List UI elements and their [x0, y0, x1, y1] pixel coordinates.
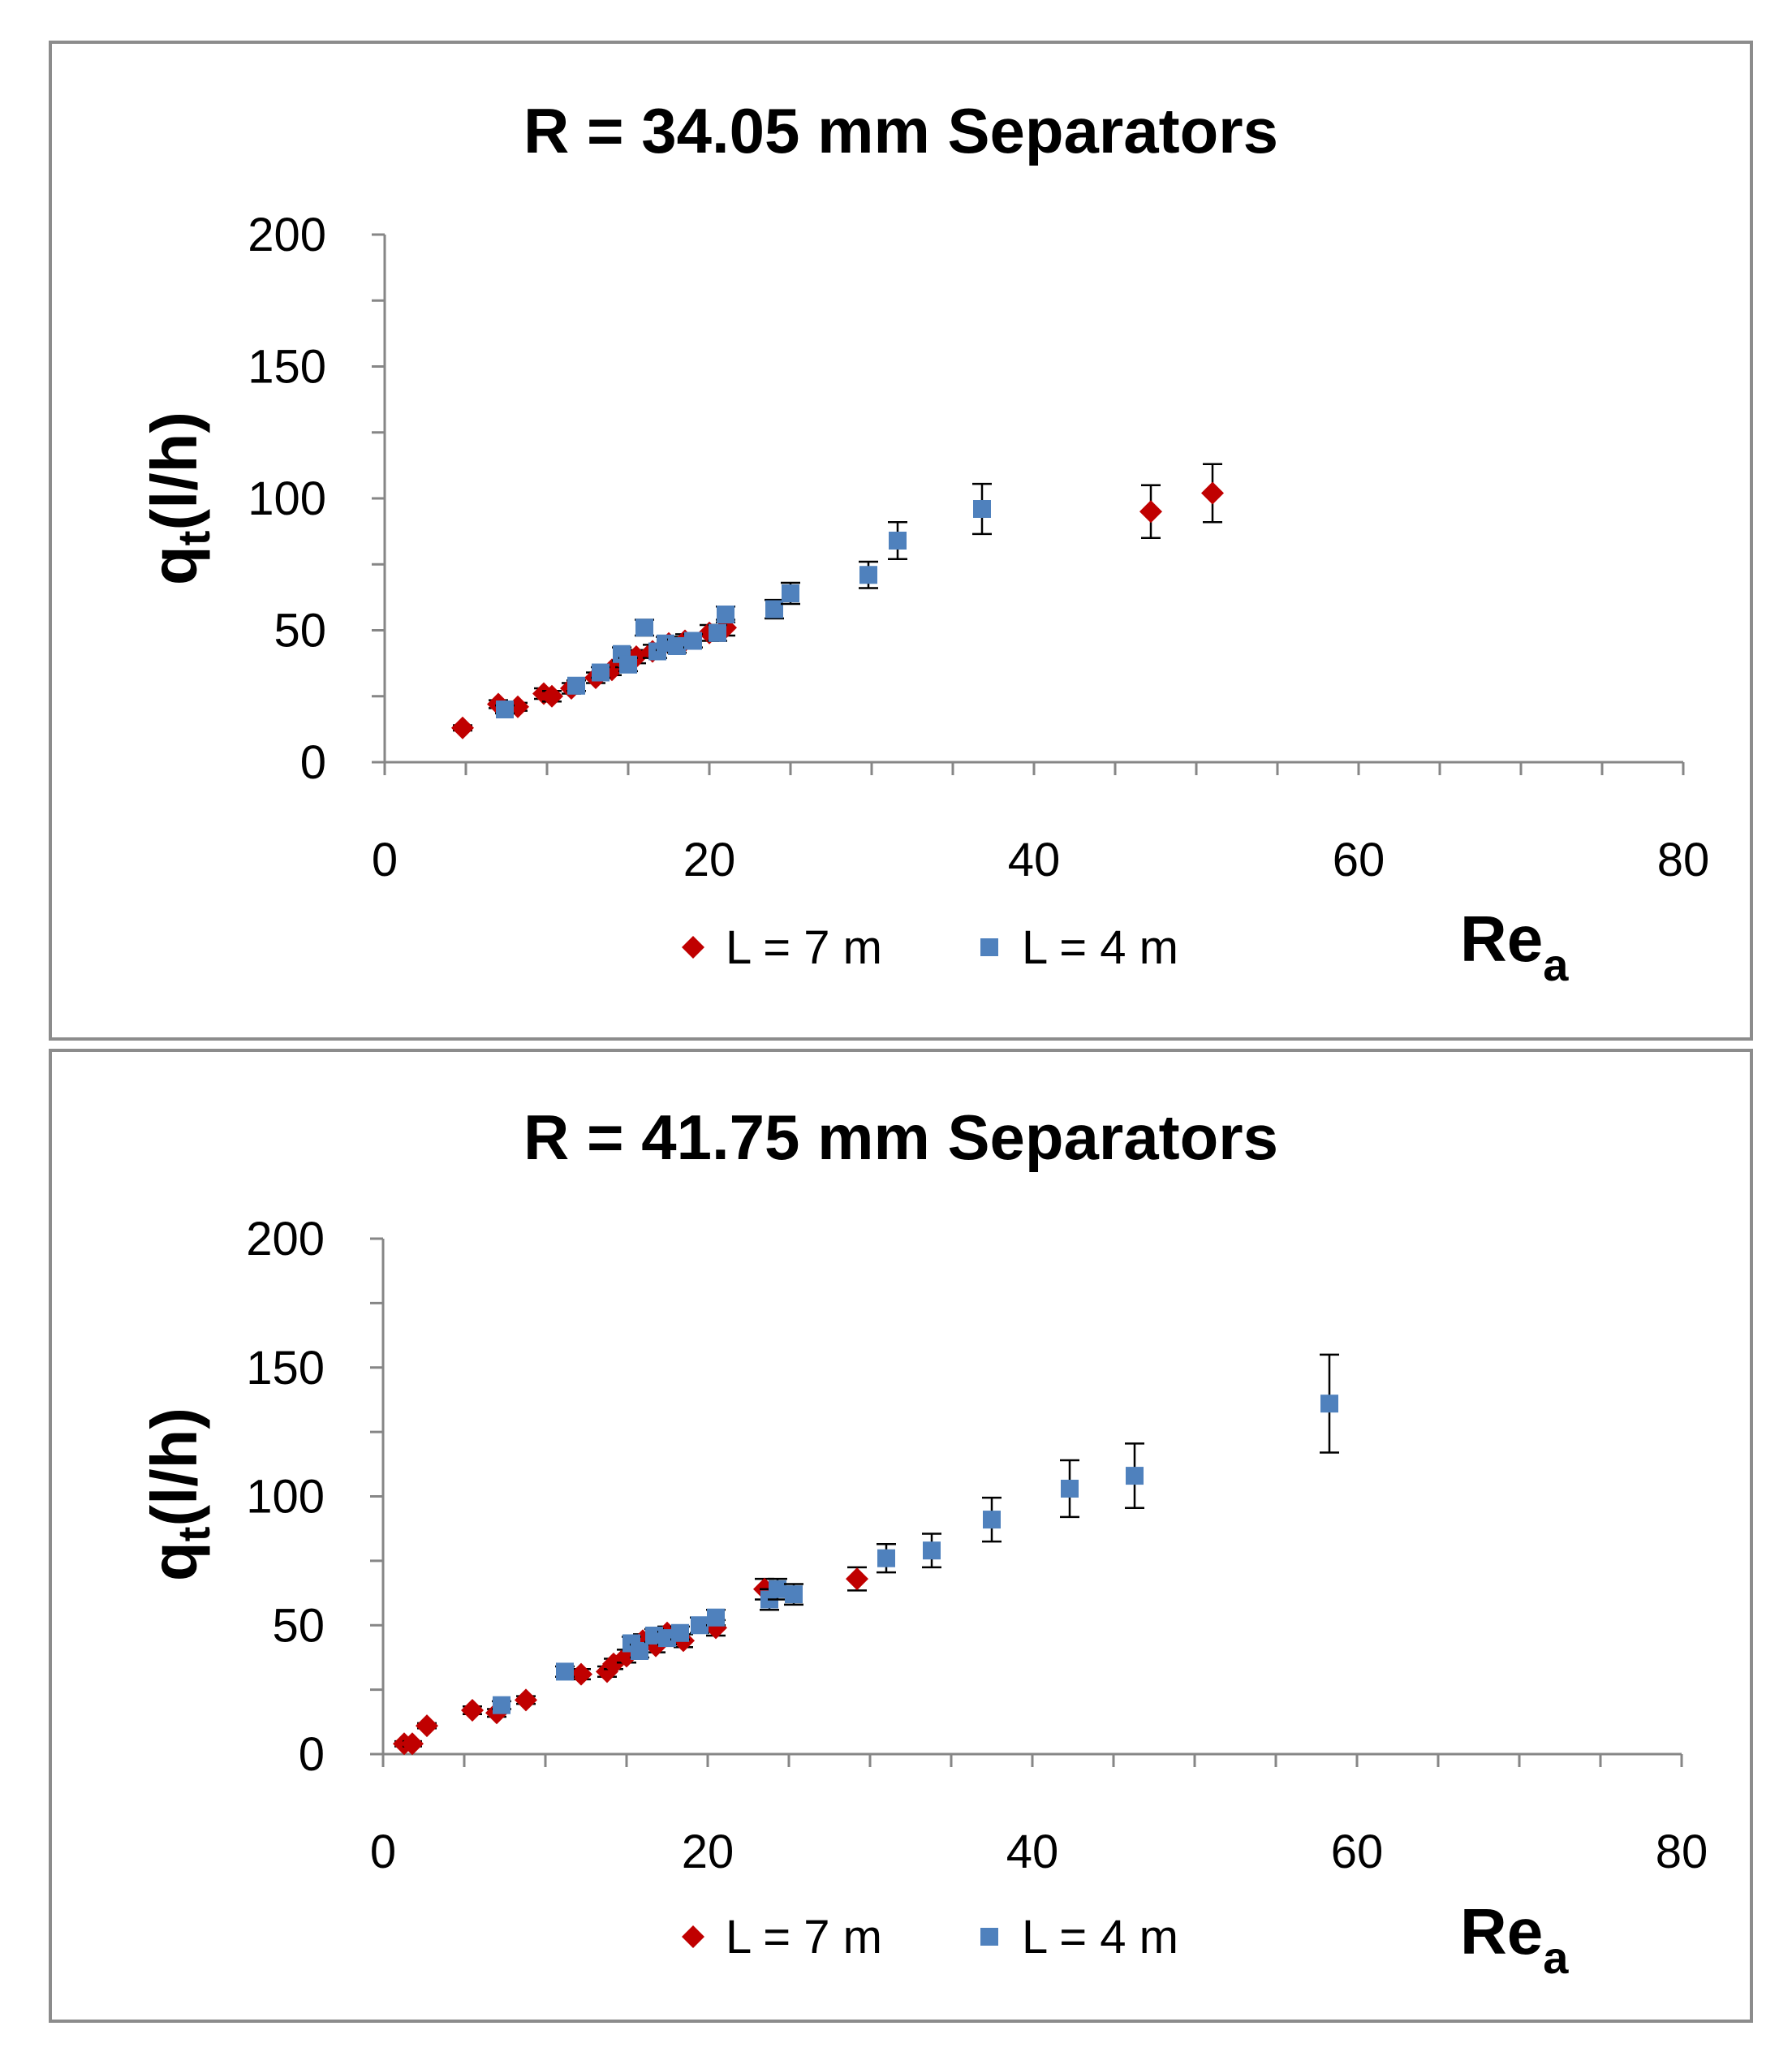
- x-tick-label: 80: [1657, 834, 1710, 886]
- y-tick-label: 0: [300, 736, 326, 789]
- scatter-plot: 0 50 100 150 200 0 20 40 60 80 qt(l/h) Rea L = 7 m L …: [138, 1213, 1708, 1983]
- data-point: [592, 663, 610, 682]
- y-tick-label: 150: [248, 341, 326, 394]
- series-2: [492, 1353, 1339, 1714]
- x-axis-title-main: Re: [1460, 903, 1543, 975]
- y-axis-title-unit: (l/h): [138, 412, 210, 531]
- x-tick-label: 0: [372, 834, 398, 886]
- data-point: [570, 1662, 592, 1686]
- data-point: [515, 1688, 537, 1712]
- x-tick-label: 20: [682, 1826, 734, 1878]
- data-point: [493, 1696, 510, 1714]
- data-point: [877, 1549, 895, 1567]
- y-tick-label: 50: [272, 1599, 325, 1652]
- data-point: [541, 684, 563, 708]
- x-tick-label: 20: [683, 834, 736, 886]
- data-point: [416, 1714, 438, 1738]
- scatter-plot: 0 50 100 150 200 0 20 40 60 80 qt(l/h) Rea L = 7 m L …: [138, 209, 1710, 990]
- data-point: [1139, 500, 1162, 524]
- data-point: [619, 655, 637, 674]
- data-point: [668, 637, 686, 655]
- x-axis-title-subscript: a: [1543, 939, 1569, 990]
- data-point: [1320, 1395, 1338, 1413]
- x-axis-title-subscript: a: [1543, 1932, 1569, 1983]
- x-axis-title: Rea: [1460, 903, 1569, 990]
- data-point: [691, 1616, 709, 1635]
- legend-marker: [682, 1925, 704, 1948]
- data-point: [461, 1699, 484, 1722]
- data-point: [556, 1662, 574, 1681]
- x-tick-label: 40: [1006, 1826, 1059, 1878]
- data-point: [567, 676, 585, 695]
- legend-label: L = 4 m: [1022, 1911, 1178, 1964]
- y-axis-title: qt(l/h): [138, 1408, 219, 1581]
- data-point: [1126, 1467, 1144, 1485]
- data-point: [973, 500, 991, 518]
- chart-panel-2: R = 41.75 mm Separators 0 50 100 150 200 0 20 4…: [49, 1049, 1753, 2023]
- data-point: [496, 701, 514, 718]
- legend-marker: [980, 938, 998, 956]
- data-point: [782, 584, 799, 602]
- y-tick-label: 100: [246, 1471, 325, 1524]
- data-point: [671, 1623, 689, 1642]
- y-tick-label: 200: [246, 1213, 325, 1265]
- chart-title: R = 41.75 mm Separators: [523, 1101, 1278, 1173]
- series-2: [495, 482, 992, 718]
- y-tick-label: 200: [248, 209, 326, 261]
- y-tick-label: 0: [299, 1728, 325, 1781]
- data-point: [684, 632, 702, 650]
- data-point: [923, 1541, 941, 1560]
- x-tick-label: 80: [1656, 1826, 1708, 1878]
- chart-panel-1: R = 34.05 mm Separators 0 50 100 150 200 0 20 4…: [49, 41, 1753, 1041]
- data-point: [765, 600, 783, 619]
- y-axis-title-subscript: t: [168, 531, 219, 546]
- y-tick-label: 150: [246, 1342, 325, 1395]
- x-tick-label: 0: [370, 1826, 396, 1878]
- data-point: [709, 623, 726, 642]
- y-axis-title: qt(l/h): [138, 412, 219, 585]
- data-point: [889, 532, 907, 550]
- legend-marker: [682, 936, 704, 959]
- chart-title: R = 34.05 mm Separators: [523, 95, 1278, 166]
- data-point: [631, 1642, 648, 1660]
- data-point: [717, 606, 734, 623]
- data-point: [707, 1608, 725, 1627]
- legend-label: L = 7 m: [726, 921, 882, 974]
- x-axis-title-main: Re: [1460, 1895, 1543, 1968]
- legend-marker: [980, 1928, 998, 1946]
- x-axis-title: Rea: [1460, 1895, 1569, 1983]
- data-point: [451, 716, 474, 739]
- y-tick-label: 100: [248, 472, 326, 525]
- data-point: [769, 1580, 786, 1598]
- data-point: [846, 1567, 868, 1591]
- data-point: [1201, 481, 1224, 505]
- data-point: [983, 1511, 1001, 1529]
- data-point: [785, 1585, 803, 1604]
- data-point: [401, 1732, 424, 1756]
- x-tick-label: 60: [1333, 834, 1385, 886]
- y-tick-label: 50: [274, 605, 326, 657]
- x-tick-label: 60: [1331, 1826, 1384, 1878]
- data-point: [859, 566, 877, 584]
- legend-label: L = 7 m: [726, 1911, 882, 1964]
- y-axis-title-main: q: [138, 1541, 210, 1581]
- y-axis-title-subscript: t: [168, 1527, 219, 1542]
- data-point: [1061, 1479, 1079, 1498]
- x-tick-label: 40: [1008, 834, 1061, 886]
- y-axis-title-main: q: [138, 545, 210, 585]
- series-1: [451, 463, 1224, 739]
- data-point: [635, 619, 653, 637]
- y-axis-title-unit: (l/h): [138, 1408, 210, 1527]
- legend-label: L = 4 m: [1022, 921, 1178, 974]
